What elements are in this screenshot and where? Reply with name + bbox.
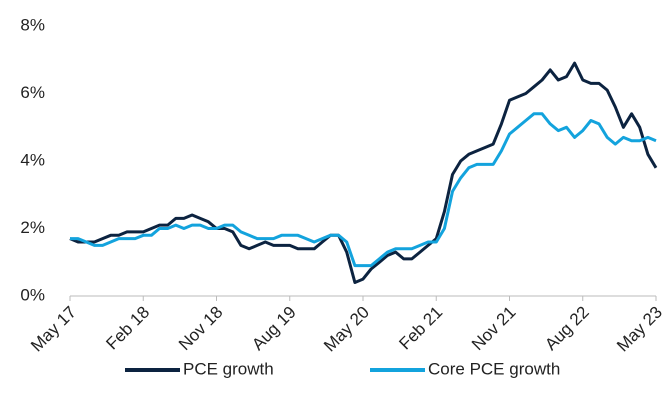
legend-label: PCE growth	[183, 359, 274, 378]
y-tick-label: 4%	[20, 150, 45, 169]
x-tick-label: Nov 18	[175, 303, 227, 355]
x-tick-label: Feb 18	[102, 303, 153, 354]
series-line	[70, 112, 657, 268]
x-tick-label: Aug 19	[248, 303, 300, 355]
y-tick-label: 8%	[20, 15, 45, 34]
y-tick-label: 0%	[20, 285, 45, 304]
x-tick-label: May 23	[613, 303, 666, 356]
x-tick-label: Nov 21	[468, 303, 520, 355]
series-line	[69, 61, 658, 284]
x-tick-label: May 17	[27, 303, 80, 356]
x-tick-label: Aug 22	[541, 303, 593, 355]
x-tick-label: May 20	[320, 303, 373, 356]
y-tick-label: 2%	[20, 218, 45, 237]
x-tick-label: Feb 21	[395, 303, 446, 354]
y-tick-label: 6%	[20, 83, 45, 102]
legend-label: Core PCE growth	[428, 359, 560, 378]
